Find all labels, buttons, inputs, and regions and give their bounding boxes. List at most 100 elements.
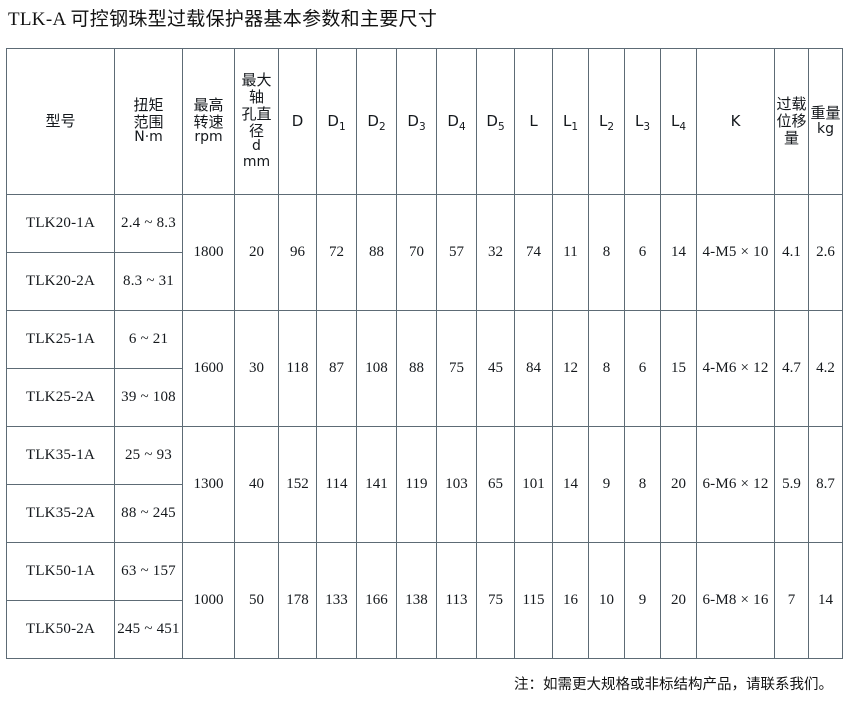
cell-torque-range: 25 ~ 93 — [114, 426, 183, 485]
cell-dim-L2: 8 — [588, 194, 625, 311]
cell-dim-D2: 108 — [356, 310, 397, 427]
cell-torque-range: 6 ~ 21 — [114, 310, 183, 369]
cell-model: TLK35-1A — [6, 426, 115, 485]
cell-max-speed: 1600 — [182, 310, 235, 427]
cell-dim-L3: 6 — [624, 310, 661, 427]
cell-dim-L3: 9 — [624, 542, 661, 659]
table-body: TLK20-1A 2.4 ~ 8.3 1800 20 96 72 88 70 57 32 74 11 8… — [6, 194, 843, 659]
column-header-L4: L4 — [660, 48, 697, 195]
column-header-model: 型号 — [6, 48, 115, 195]
cell-max-speed: 1300 — [182, 426, 235, 543]
column-header-D3: D3 — [396, 48, 437, 195]
cell-model: TLK20-2A — [6, 252, 115, 311]
cell-mounting-holes: 6-M6 × 12 — [696, 426, 775, 543]
cell-dim-L1: 11 — [552, 194, 589, 311]
cell-dim-D1: 72 — [316, 194, 357, 311]
table-row: TLK20-1A 2.4 ~ 8.3 1800 20 96 72 88 70 57 32 74 11 8… — [6, 194, 843, 311]
table-row: TLK50-2A 245 ~ 451 — [6, 600, 843, 659]
cell-weight: 4.2 — [808, 310, 843, 427]
cell-weight: 8.7 — [808, 426, 843, 543]
column-header-D1: D1 — [316, 48, 357, 195]
cell-dim-L3: 8 — [624, 426, 661, 543]
column-header-overload-displacement: 过载 位移 量 — [774, 48, 809, 195]
cell-max-bore: 50 — [234, 542, 279, 659]
table-row: TLK35-1A 25 ~ 93 1300 40 152 114 141 119 103 65 10… — [6, 426, 843, 543]
table-row: TLK50-1A 63 ~ 157 1000 50 178 133 166 138 113 75 1… — [6, 542, 843, 659]
cell-dim-L1: 14 — [552, 426, 589, 543]
column-header-D4: D4 — [436, 48, 477, 195]
cell-mounting-holes: 6-M8 × 16 — [696, 542, 775, 659]
table-row: TLK25-2A 39 ~ 108 — [6, 368, 843, 427]
cell-dim-D3: 138 — [396, 542, 437, 659]
cell-dim-D1: 87 — [316, 310, 357, 427]
column-header-L1: L1 — [552, 48, 589, 195]
cell-dim-D: 152 — [278, 426, 317, 543]
cell-dim-L: 74 — [514, 194, 553, 311]
column-header-max-bore: 最大轴 孔直径 d mm — [234, 48, 279, 195]
cell-dim-L4: 15 — [660, 310, 697, 427]
cell-dim-L2: 8 — [588, 310, 625, 427]
cell-torque-range: 63 ~ 157 — [114, 542, 183, 601]
specification-table: 型号 扭矩 范围 N·m 最高 转速 rpm 最大轴 孔直径 d mm — [6, 48, 843, 659]
cell-model: TLK20-1A — [6, 194, 115, 253]
cell-dim-D2: 166 — [356, 542, 397, 659]
column-header-L3: L3 — [624, 48, 661, 195]
cell-dim-L: 84 — [514, 310, 553, 427]
cell-torque-range: 245 ~ 451 — [114, 600, 183, 659]
cell-torque-range: 8.3 ~ 31 — [114, 252, 183, 311]
cell-dim-D4: 103 — [436, 426, 477, 543]
cell-dim-D5: 32 — [476, 194, 515, 311]
column-header-D2: D2 — [356, 48, 397, 195]
page-title: TLK-A 可控钢珠型过载保护器基本参数和主要尺寸 — [8, 9, 438, 30]
cell-dim-D3: 119 — [396, 426, 437, 543]
cell-overload-displacement: 4.7 — [774, 310, 809, 427]
cell-dim-D4: 75 — [436, 310, 477, 427]
column-header-L: L — [514, 48, 553, 195]
cell-model: TLK50-2A — [6, 600, 115, 659]
cell-dim-L1: 12 — [552, 310, 589, 427]
cell-max-bore: 30 — [234, 310, 279, 427]
cell-dim-L3: 6 — [624, 194, 661, 311]
cell-weight: 2.6 — [808, 194, 843, 311]
column-header-weight: 重量 kg — [808, 48, 843, 195]
cell-dim-L: 115 — [514, 542, 553, 659]
cell-weight: 14 — [808, 542, 843, 659]
column-header-L2: L2 — [588, 48, 625, 195]
cell-dim-D3: 70 — [396, 194, 437, 311]
cell-dim-D: 178 — [278, 542, 317, 659]
cell-dim-L1: 16 — [552, 542, 589, 659]
cell-dim-L4: 20 — [660, 542, 697, 659]
cell-dim-D2: 141 — [356, 426, 397, 543]
cell-model: TLK25-2A — [6, 368, 115, 427]
cell-dim-D: 118 — [278, 310, 317, 427]
cell-dim-L4: 20 — [660, 426, 697, 543]
table-row: TLK20-2A 8.3 ~ 31 — [6, 252, 843, 311]
column-header-torque-range: 扭矩 范围 N·m — [114, 48, 183, 195]
cell-dim-D5: 65 — [476, 426, 515, 543]
cell-overload-displacement: 5.9 — [774, 426, 809, 543]
cell-dim-L2: 9 — [588, 426, 625, 543]
cell-dim-D: 96 — [278, 194, 317, 311]
cell-dim-D2: 88 — [356, 194, 397, 311]
cell-overload-displacement: 7 — [774, 542, 809, 659]
column-header-D: D — [278, 48, 317, 195]
cell-max-speed: 1000 — [182, 542, 235, 659]
cell-dim-D3: 88 — [396, 310, 437, 427]
cell-dim-D4: 113 — [436, 542, 477, 659]
table-row: TLK35-2A 88 ~ 245 — [6, 484, 843, 543]
cell-dim-D4: 57 — [436, 194, 477, 311]
cell-max-speed: 1800 — [182, 194, 235, 311]
cell-dim-D5: 75 — [476, 542, 515, 659]
header-row: 型号 扭矩 范围 N·m 最高 转速 rpm 最大轴 孔直径 d mm — [6, 48, 843, 195]
table-header: 型号 扭矩 范围 N·m 最高 转速 rpm 最大轴 孔直径 d mm — [6, 48, 843, 195]
column-header-max-speed: 最高 转速 rpm — [182, 48, 235, 195]
cell-mounting-holes: 4-M6 × 12 — [696, 310, 775, 427]
cell-max-bore: 20 — [234, 194, 279, 311]
cell-max-bore: 40 — [234, 426, 279, 543]
cell-dim-L2: 10 — [588, 542, 625, 659]
cell-torque-range: 88 ~ 245 — [114, 484, 183, 543]
cell-torque-range: 39 ~ 108 — [114, 368, 183, 427]
cell-dim-D1: 133 — [316, 542, 357, 659]
column-header-K: K — [696, 48, 775, 195]
